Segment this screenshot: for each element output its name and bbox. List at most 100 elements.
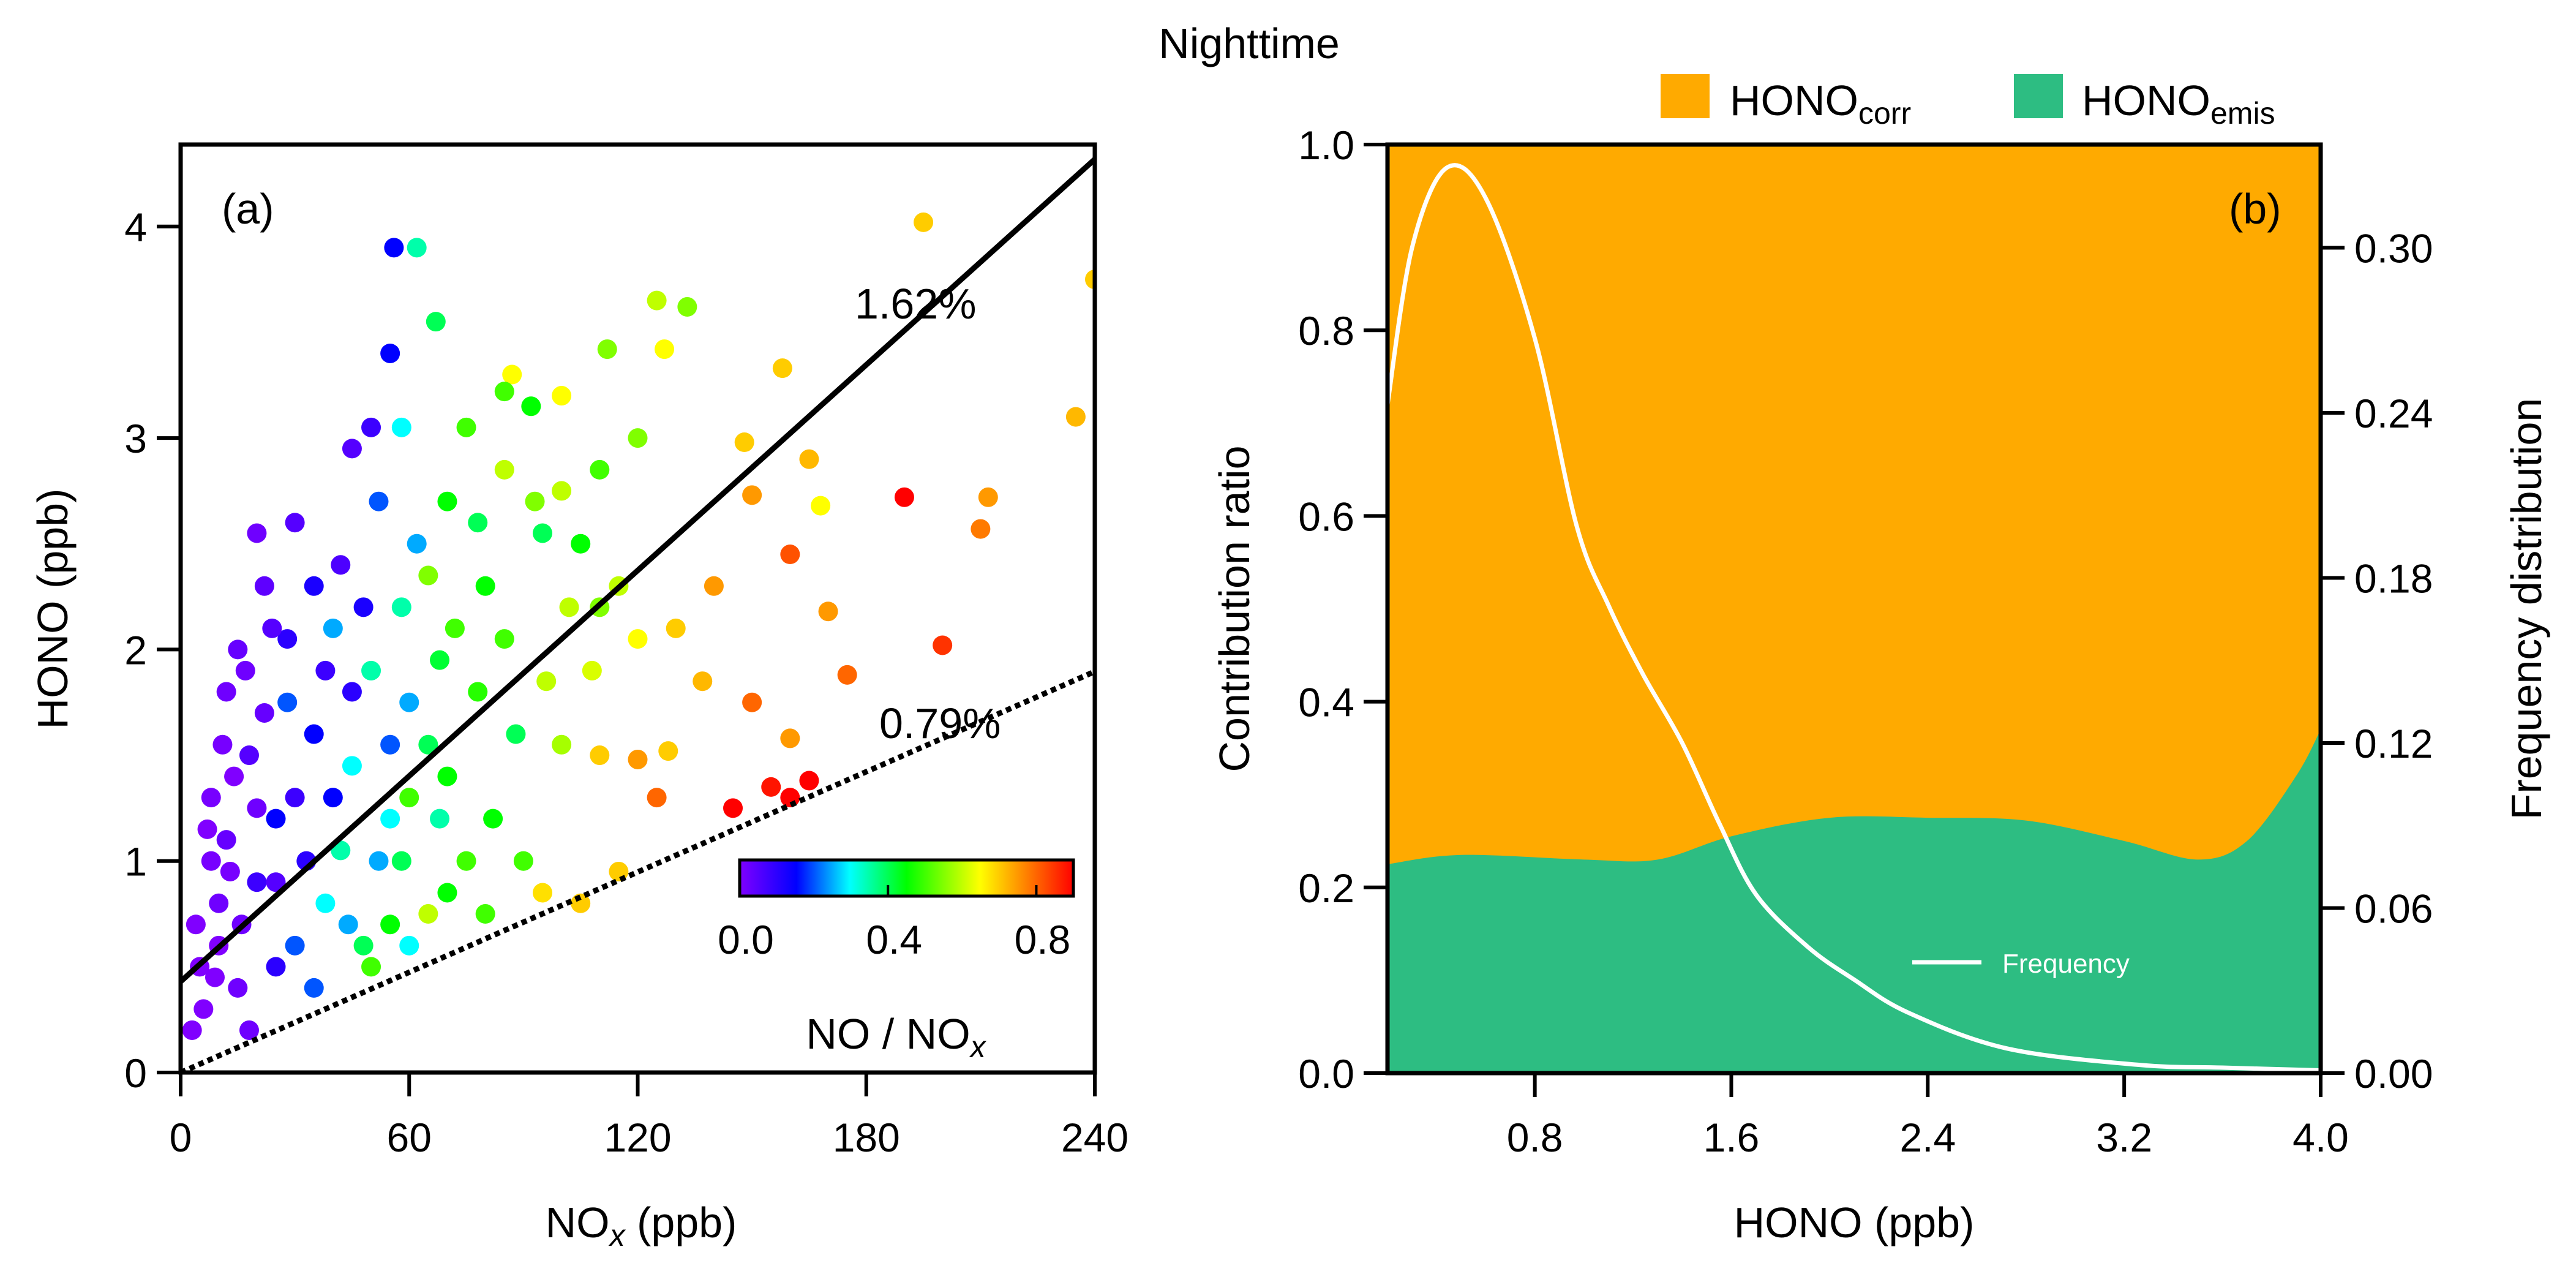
scatter-point [818, 601, 838, 622]
y-tick-label-a: 4 [124, 205, 147, 250]
scatter-point [677, 297, 697, 317]
scatter-point [456, 851, 476, 871]
y2-axis-label-b: Frequency distribution [2503, 398, 2550, 820]
x-tick-label-a: 0 [170, 1115, 192, 1160]
axes-a: 0 60 120 180 240 0 1 2 3 4 [124, 205, 1128, 1160]
scatter-point [430, 650, 450, 670]
scatter-point [205, 967, 225, 987]
scatter-point [521, 396, 541, 417]
scatter-point [780, 545, 800, 565]
scatter-point [216, 830, 236, 850]
scatter-point [418, 734, 438, 755]
scatter-point [978, 487, 998, 507]
scatter-point [399, 692, 419, 712]
scatter-point [704, 576, 724, 596]
scatter-point [391, 851, 411, 871]
legend-swatch-emis [2014, 74, 2063, 118]
y-tick-label-a: 2 [124, 627, 147, 673]
scatter-point [315, 660, 336, 681]
scatter-point [407, 238, 427, 258]
scatter-point [323, 618, 343, 638]
scatter-point [353, 597, 374, 617]
scatter-point [285, 935, 305, 956]
scatter-point [475, 904, 495, 924]
x-tick-label-a: 180 [833, 1115, 900, 1160]
plot-frame-b [1385, 142, 2323, 1076]
scatter-point [734, 432, 754, 453]
scatter-point [342, 756, 362, 776]
scatter-point [628, 629, 648, 649]
scatter-point [342, 439, 362, 459]
scatter-point [399, 788, 419, 808]
scatter-point [201, 788, 221, 808]
scatter-point [247, 523, 267, 543]
y-tick-label-b: 1.0 [1298, 123, 1354, 168]
scatter-point [799, 449, 819, 469]
scatter-point [971, 519, 991, 539]
scatter-point [1085, 270, 1095, 290]
frequency-line [1388, 163, 2321, 1073]
scatter-point [532, 883, 552, 903]
scatter-point [224, 766, 244, 786]
scatter-point [437, 766, 457, 786]
slope-label-solid: 1.62% [855, 280, 976, 328]
axes-b: 0.8 1.6 2.4 3.2 4.0 0.0 0.2 0.4 0.6 0.8 1.0 0.00 0.0… [1298, 123, 2433, 1160]
scatter-point [369, 491, 389, 511]
colorbar-ticks: 0.0 0.4 0.8 [718, 885, 1070, 962]
fit-lines [181, 157, 1095, 1073]
scatter-point [468, 682, 488, 702]
scatter-point [228, 978, 248, 998]
scatter-point [582, 660, 602, 681]
scatter-point [475, 576, 495, 596]
scatter-point [399, 935, 419, 956]
scatter-point [254, 703, 274, 723]
scatter-point [772, 358, 792, 379]
figure-title: Nighttime [1158, 20, 1340, 67]
scatter-point [247, 872, 267, 892]
y-tick-label-b: 0.4 [1298, 680, 1354, 725]
scatter-point [391, 417, 411, 437]
legend-label-emis: HONOemis [2082, 77, 2275, 130]
colorbar-gradient [738, 858, 1075, 898]
scatter-point [647, 290, 667, 311]
scatter-point [361, 957, 381, 977]
scatter-point [186, 914, 206, 935]
panel-label-b: (b) [2229, 185, 2281, 233]
scatter-point [799, 771, 819, 791]
scatter-point [456, 417, 476, 437]
scatter-point [331, 555, 351, 575]
scatter-point [742, 485, 762, 505]
y2-tick-label-b: 0.12 [2354, 721, 2433, 766]
scatter-point [235, 660, 255, 681]
scatter-point [628, 749, 648, 769]
scatter-point [723, 798, 743, 818]
scatter-point [197, 819, 217, 839]
scatter-point [494, 459, 514, 480]
x-tick-label-b: 2.4 [1899, 1115, 1956, 1160]
scatter-point [338, 914, 358, 935]
frequency-legend-label: Frequency [2002, 949, 2130, 979]
scatter-point [182, 1020, 202, 1040]
legend-label-corr: HONOcorr [1730, 77, 1911, 130]
scatter-point [559, 597, 579, 617]
scatter-point [742, 692, 762, 712]
scatter-points [182, 212, 1095, 1040]
scatter-point [361, 660, 381, 681]
scatter-point [266, 957, 286, 977]
scatter-point [304, 724, 324, 744]
scatter-point [193, 999, 214, 1019]
scatter-point [353, 935, 374, 956]
scatter-point [590, 459, 610, 480]
scatter-point [247, 798, 267, 818]
scatter-point [571, 533, 591, 554]
scatter-point [254, 576, 274, 596]
scatter-point [761, 777, 781, 797]
x-tick-label-b: 1.6 [1703, 1115, 1760, 1160]
scatter-point [384, 238, 404, 258]
x-tick-label-a: 240 [1061, 1115, 1128, 1160]
scatter-point [536, 671, 557, 692]
scatter-point [380, 343, 400, 363]
scatter-point [277, 692, 298, 712]
scatter-point [212, 734, 233, 755]
